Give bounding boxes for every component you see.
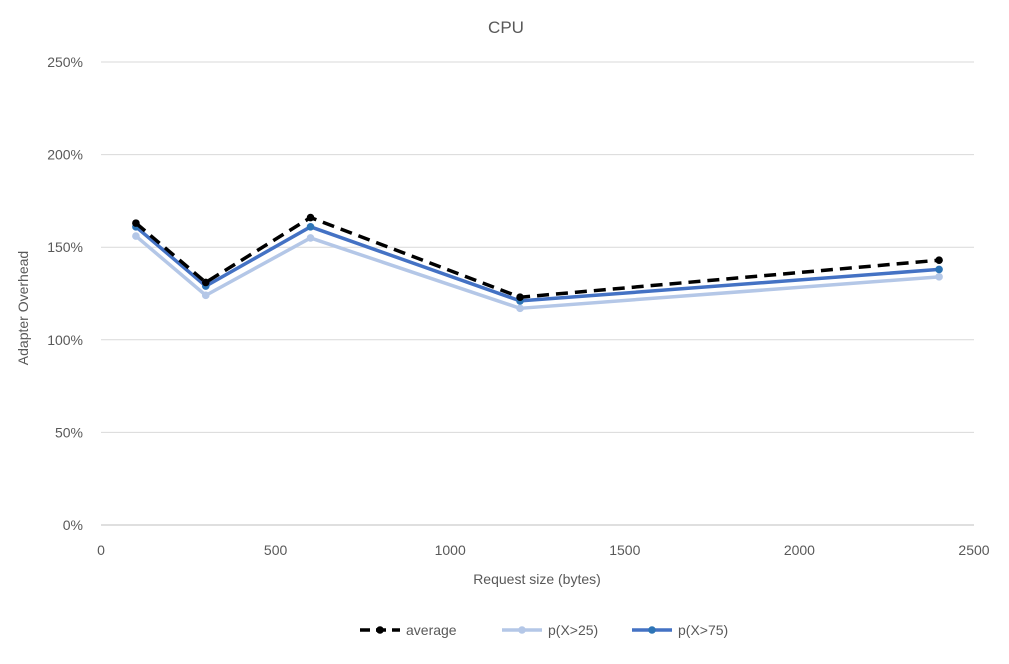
data-point bbox=[306, 234, 315, 242]
y-tick-label: 250% bbox=[47, 54, 83, 70]
series-p25 bbox=[132, 232, 943, 313]
y-tick-label: 50% bbox=[55, 424, 83, 440]
legend-swatch-marker bbox=[376, 626, 384, 634]
series-line bbox=[134, 225, 940, 303]
data-point bbox=[516, 304, 524, 313]
gridlines bbox=[101, 61, 974, 526]
y-tick-label: 100% bbox=[47, 332, 83, 348]
data-point bbox=[201, 291, 210, 300]
legend-item: average bbox=[360, 622, 457, 638]
chart-title: CPU bbox=[488, 18, 524, 37]
y-axis-label: Adapter Overhead bbox=[15, 251, 31, 365]
x-tick-label: 1000 bbox=[435, 542, 466, 558]
legend: average p(X>25) p(X>75) bbox=[360, 622, 728, 638]
data-point bbox=[306, 213, 315, 222]
y-tick-label: 200% bbox=[47, 147, 83, 163]
series-p75 bbox=[132, 223, 943, 305]
data-point bbox=[132, 232, 140, 240]
data-point bbox=[132, 219, 140, 227]
legend-label: average bbox=[406, 622, 457, 638]
x-tick-label: 1500 bbox=[609, 542, 640, 558]
data-point bbox=[935, 256, 943, 264]
x-tick-label: 2500 bbox=[958, 542, 989, 558]
y-axis-ticks: 0% 50% 100% 150% 200% 250% bbox=[47, 54, 83, 533]
data-point bbox=[516, 293, 524, 302]
x-tick-label: 500 bbox=[264, 542, 288, 558]
x-tick-label: 2000 bbox=[784, 542, 815, 558]
x-tick-label: 0 bbox=[97, 542, 105, 558]
data-point bbox=[306, 223, 315, 231]
data-point bbox=[935, 265, 943, 274]
data-point bbox=[201, 278, 210, 287]
data-point bbox=[935, 273, 943, 281]
legend-swatch-marker bbox=[518, 626, 526, 634]
y-tick-label: 150% bbox=[47, 239, 83, 255]
x-axis-label: Request size (bytes) bbox=[473, 571, 601, 587]
series-layer bbox=[132, 213, 943, 313]
legend-swatch-marker bbox=[648, 626, 656, 634]
legend-label: p(X>75) bbox=[678, 622, 728, 638]
x-axis-ticks: 0 500 1000 1500 2000 2500 bbox=[97, 542, 990, 558]
legend-item: p(X>75) bbox=[632, 622, 728, 638]
series-average bbox=[132, 213, 943, 302]
y-tick-label: 0% bbox=[63, 517, 83, 533]
legend-item: p(X>25) bbox=[502, 622, 598, 638]
legend-label: p(X>25) bbox=[548, 622, 598, 638]
